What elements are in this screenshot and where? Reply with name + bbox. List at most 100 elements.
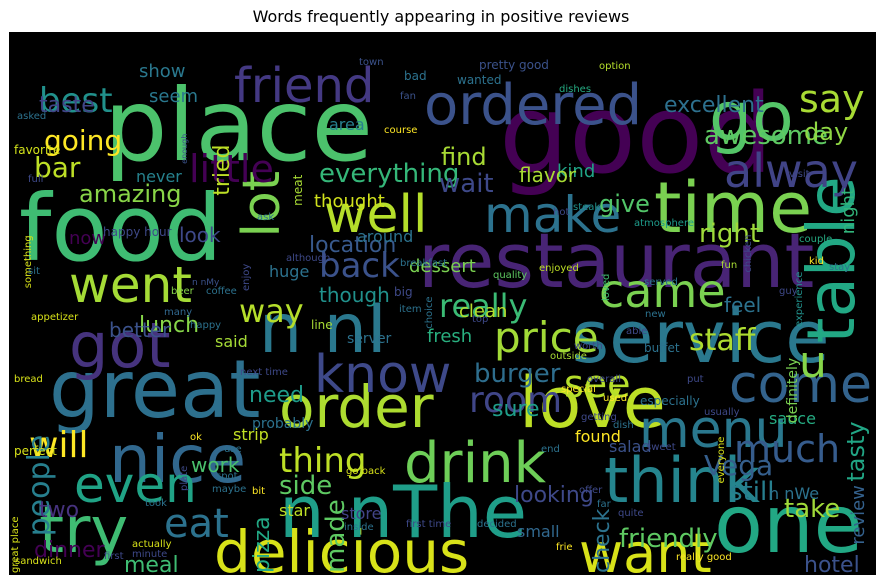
word-frie: frie xyxy=(556,542,573,553)
word-dish: dish xyxy=(613,420,634,431)
word-coffee: coffee xyxy=(206,286,237,297)
word-visit: visit xyxy=(789,169,810,180)
word-dishes: dishes xyxy=(559,84,591,95)
word-tried: tried xyxy=(210,145,235,196)
word-really-good: really good xyxy=(676,552,732,563)
word-think: think xyxy=(604,444,760,517)
word-use: use xyxy=(224,444,242,455)
word-outside: outside xyxy=(550,351,587,362)
word-guy: guy xyxy=(779,286,798,297)
word-go: go xyxy=(709,78,794,157)
word-day: day xyxy=(804,118,848,146)
word-atmosphere: atmosphere xyxy=(634,218,694,229)
word-friend: friend xyxy=(234,58,374,114)
word-time: time xyxy=(654,167,812,249)
word-fan: fan xyxy=(400,91,416,102)
word-take: take xyxy=(784,494,840,524)
word-pretty-good: pretty good xyxy=(479,58,549,72)
word-hotel: hotel xyxy=(804,553,860,575)
word-know: know xyxy=(314,345,451,405)
word-back: back xyxy=(319,246,400,286)
word-kid: kid xyxy=(809,256,824,267)
word-special: special xyxy=(561,384,596,395)
word-want: want xyxy=(579,522,712,575)
word-lot: lot xyxy=(232,171,292,238)
word-work: work xyxy=(191,453,240,477)
word-sauce: sauce xyxy=(769,409,816,428)
word-way: way xyxy=(239,292,304,330)
word-minute: minute xyxy=(132,549,167,560)
word-seem: seem xyxy=(149,86,198,107)
word-option: option xyxy=(599,61,631,72)
word-favorite: favorite xyxy=(14,143,60,157)
word-asked: asked xyxy=(17,111,46,122)
word-although: although xyxy=(286,253,330,264)
word-town: town xyxy=(359,57,384,68)
word-couple: couple xyxy=(799,234,832,245)
word-getting: getting xyxy=(581,412,617,423)
word-bread: bread xyxy=(14,374,43,385)
word-overall: overall xyxy=(587,374,621,385)
word-night: night xyxy=(838,188,859,234)
word-breakfast: breakfast xyxy=(400,258,447,269)
word-wanted: wanted xyxy=(457,73,501,87)
word-made: made xyxy=(321,499,351,573)
word-item: item xyxy=(399,304,422,315)
word-still: still xyxy=(729,477,774,507)
word-will: will xyxy=(29,425,88,466)
word-bad: bad xyxy=(404,69,427,83)
word-better: better xyxy=(109,318,171,342)
word-found: found xyxy=(575,427,621,446)
word-order: order xyxy=(279,373,434,441)
word-taste: taste xyxy=(39,93,95,118)
word-around: around xyxy=(357,227,413,246)
word-quite: quite xyxy=(618,508,644,519)
word-meal: meal xyxy=(124,553,179,575)
word-usually: usually xyxy=(704,407,740,418)
word-menu: menu xyxy=(639,400,788,460)
word-thought: thought xyxy=(314,191,385,212)
word-good: good xyxy=(499,70,773,198)
word-n-nwe: n nWe xyxy=(769,484,819,503)
word-come: come xyxy=(729,355,872,415)
word-perfect: perfect xyxy=(14,444,57,458)
word-chicken: chicken xyxy=(743,235,754,273)
word-sweet: sweet xyxy=(646,442,676,453)
word-enough: enough xyxy=(180,134,189,164)
word-maybe: maybe xyxy=(212,484,246,495)
word-alway: alway xyxy=(724,144,858,198)
word-many: many xyxy=(164,307,192,318)
word-store: store xyxy=(341,504,381,523)
word-amazing: amazing xyxy=(79,180,182,208)
word-need: need xyxy=(249,383,304,408)
word-side: side xyxy=(279,471,332,501)
word-beer: beer xyxy=(171,286,195,297)
word-huge: huge xyxy=(269,262,309,281)
word-first: first xyxy=(104,551,124,562)
word-loved: loved xyxy=(601,274,612,301)
word-little: little xyxy=(189,147,274,191)
word-thing: thing xyxy=(279,441,366,481)
word-something: something xyxy=(23,235,34,288)
word-ok: ok xyxy=(190,432,202,443)
word-table: table xyxy=(793,176,870,343)
word-n-ni: n nI xyxy=(259,290,387,369)
word-end: end xyxy=(541,444,560,455)
word-tasty: tasty xyxy=(842,421,870,481)
word-best: best xyxy=(39,81,113,121)
word-fresh: fresh xyxy=(427,326,472,347)
word-review: review xyxy=(848,485,869,545)
word-make: make xyxy=(484,186,621,244)
word-got: got xyxy=(69,309,171,382)
word-came: came xyxy=(599,264,726,318)
word-going: going xyxy=(44,124,122,157)
word-new: new xyxy=(645,309,666,320)
word-salad: salad xyxy=(609,437,652,456)
word-meat: meat xyxy=(291,174,305,205)
word-great: great xyxy=(49,343,261,436)
word-far: far xyxy=(597,499,612,510)
word-location: location xyxy=(309,233,396,258)
word-go-back: go back xyxy=(346,466,386,477)
word-bit: bit xyxy=(252,486,265,497)
